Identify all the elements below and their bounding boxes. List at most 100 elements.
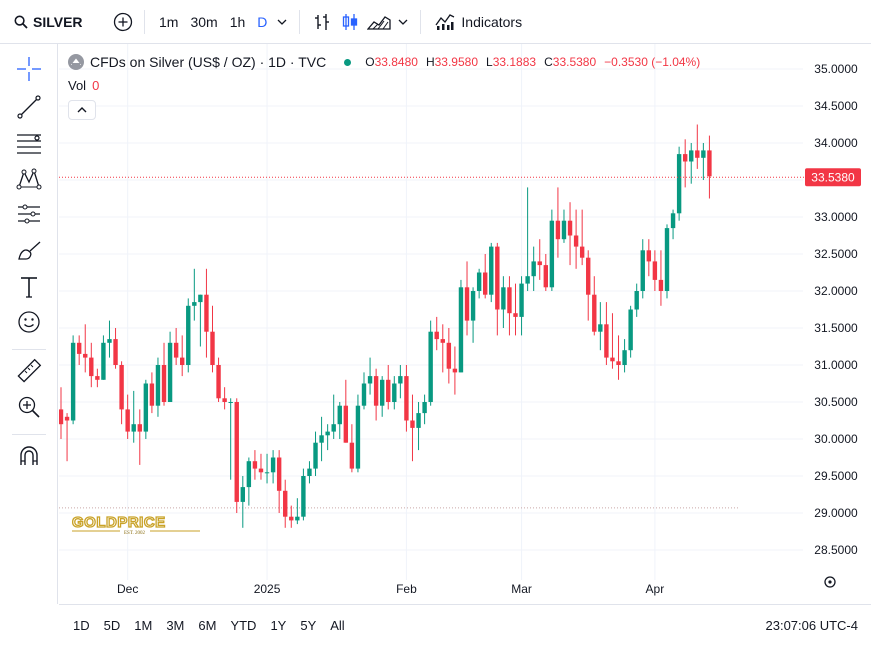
candle-body bbox=[246, 461, 252, 488]
time-axis[interactable]: Dec 2025 Feb Mar Apr bbox=[117, 582, 664, 596]
time-tick-label: 2025 bbox=[254, 582, 281, 596]
candle-body bbox=[519, 283, 524, 317]
candle bbox=[186, 298, 191, 373]
interval-dropdown[interactable] bbox=[273, 6, 291, 38]
collapse-legend-button[interactable] bbox=[68, 100, 96, 120]
candles bbox=[59, 124, 712, 528]
forecasting-tool[interactable] bbox=[14, 199, 44, 229]
range-3m[interactable]: 3M bbox=[166, 617, 185, 633]
candle-body bbox=[440, 339, 445, 343]
price-tick-label: 31.0000 bbox=[814, 358, 858, 372]
candle bbox=[149, 372, 155, 414]
candle-body bbox=[70, 342, 76, 421]
close-label: C bbox=[544, 55, 553, 69]
candle bbox=[216, 357, 221, 402]
range-1d[interactable]: 1D bbox=[73, 617, 90, 633]
candle bbox=[476, 268, 482, 299]
candle-body bbox=[507, 287, 512, 314]
candle-body bbox=[349, 442, 355, 469]
area-style-button[interactable] bbox=[364, 6, 394, 38]
candle bbox=[143, 379, 149, 439]
candle bbox=[367, 357, 373, 395]
price-chart[interactable]: 35.000034.500034.000033.500033.000032.50… bbox=[59, 44, 871, 604]
interval-1h[interactable]: 1h bbox=[229, 13, 246, 30]
candle-body bbox=[331, 424, 336, 432]
pattern-tool[interactable] bbox=[14, 164, 44, 194]
indicators-button[interactable]: Indicators bbox=[429, 6, 528, 38]
chart-style-dropdown[interactable] bbox=[394, 6, 412, 38]
candle bbox=[125, 394, 130, 439]
candle-body bbox=[531, 261, 536, 277]
candles-style-button[interactable] bbox=[336, 6, 364, 38]
magnet-tool[interactable] bbox=[14, 441, 44, 471]
axis-settings-button[interactable] bbox=[824, 576, 836, 588]
candle bbox=[228, 398, 233, 480]
ohlc-bars-icon bbox=[315, 13, 330, 30]
range-ytd[interactable]: YTD bbox=[230, 617, 257, 633]
brush-tool[interactable] bbox=[14, 236, 44, 266]
silver-symbol-icon bbox=[68, 54, 84, 70]
range-6m[interactable]: 6M bbox=[198, 617, 217, 633]
interval-30m[interactable]: 30m bbox=[190, 13, 218, 30]
candle bbox=[531, 246, 536, 291]
candle bbox=[361, 372, 367, 410]
change-value: −0.3530 (−1.04%) bbox=[604, 55, 701, 69]
fib-retracement-tool[interactable] bbox=[14, 128, 44, 158]
chart-background bbox=[59, 44, 871, 604]
emoji-tool[interactable] bbox=[14, 307, 44, 337]
candle-body bbox=[464, 287, 470, 321]
toolbar-divider bbox=[12, 349, 46, 350]
candle bbox=[676, 146, 682, 221]
volume-legend[interactable]: Vol 0 bbox=[68, 78, 99, 93]
candle-body bbox=[525, 276, 530, 284]
candle bbox=[543, 254, 548, 291]
last-price-tag-bg bbox=[805, 168, 861, 187]
candle-body bbox=[592, 294, 597, 332]
candle-body bbox=[319, 435, 324, 443]
candle bbox=[210, 305, 215, 373]
range-all[interactable]: All bbox=[330, 617, 345, 633]
legend-title[interactable]: CFDs on Silver (US$ / OZ) · 1D · TVC bbox=[90, 54, 327, 70]
symbol-search[interactable]: SILVER bbox=[14, 14, 102, 30]
trend-line-tool[interactable] bbox=[14, 92, 44, 122]
price-tick-label: 31.5000 bbox=[814, 321, 858, 335]
candle-body bbox=[549, 220, 555, 288]
symbol-name: SILVER bbox=[33, 13, 83, 30]
range-1m[interactable]: 1M bbox=[134, 617, 153, 633]
candle bbox=[604, 302, 609, 365]
price-axis[interactable]: 35.000034.500034.000033.500033.000032.50… bbox=[814, 62, 858, 557]
chevron-down-icon bbox=[277, 19, 287, 25]
candle-body bbox=[416, 413, 421, 428]
volume-value: 0 bbox=[92, 78, 100, 93]
candle bbox=[289, 505, 294, 528]
measure-tool[interactable] bbox=[14, 356, 44, 386]
candle-body bbox=[137, 424, 142, 432]
plus-circle-icon bbox=[113, 12, 133, 31]
bar-style-button[interactable] bbox=[308, 6, 336, 38]
candle bbox=[204, 268, 209, 358]
candle-body bbox=[373, 376, 379, 406]
candle bbox=[180, 335, 185, 377]
candle-body bbox=[586, 257, 591, 295]
candle bbox=[610, 313, 615, 369]
candle bbox=[343, 379, 349, 443]
interval-d[interactable]: D bbox=[257, 13, 268, 30]
zoom-tool[interactable] bbox=[14, 392, 44, 422]
candle-body bbox=[186, 305, 191, 365]
clock-timezone[interactable]: 23:07:06 UTC-4 bbox=[765, 617, 859, 633]
candle-body bbox=[483, 272, 488, 295]
candle bbox=[707, 135, 712, 199]
crosshair-tool[interactable] bbox=[14, 54, 44, 84]
candle-body bbox=[676, 154, 682, 214]
indicators-label: Indicators bbox=[461, 13, 523, 30]
interval-1m[interactable]: 1m bbox=[159, 13, 179, 30]
range-5d[interactable]: 5D bbox=[103, 617, 121, 633]
toolbar-divider bbox=[144, 9, 145, 34]
candle bbox=[349, 424, 355, 473]
range-1y[interactable]: 1Y bbox=[270, 617, 287, 633]
compare-symbol-button[interactable] bbox=[110, 6, 136, 38]
candle-body bbox=[113, 339, 118, 365]
range-5y[interactable]: 5Y bbox=[300, 617, 317, 633]
candle bbox=[519, 276, 524, 336]
text-tool[interactable] bbox=[14, 272, 44, 302]
